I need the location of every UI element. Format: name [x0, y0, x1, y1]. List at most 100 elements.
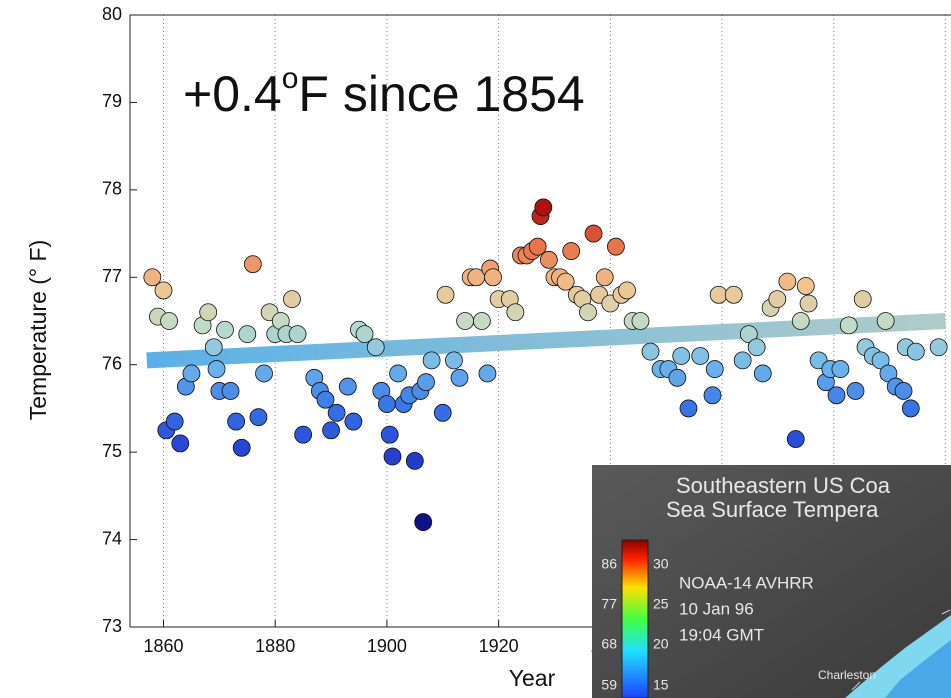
point	[445, 352, 462, 369]
point	[642, 343, 659, 360]
point	[673, 347, 690, 364]
point	[734, 352, 751, 369]
point	[832, 361, 849, 378]
colorbar-label-f: 68	[601, 636, 617, 652]
inset-info: 19:04 GMT	[679, 625, 764, 644]
point	[748, 339, 765, 356]
point	[847, 382, 864, 399]
y-tick-label: 80	[102, 4, 122, 24]
point	[840, 317, 857, 334]
point	[704, 387, 721, 404]
point	[485, 269, 502, 286]
point	[289, 326, 306, 343]
point	[381, 426, 398, 443]
inset-colorbar	[622, 540, 648, 698]
point	[769, 291, 786, 308]
annotation-text: +0.4	[183, 66, 282, 122]
point	[669, 369, 686, 386]
point	[161, 313, 178, 330]
y-tick-label: 79	[102, 91, 122, 111]
point	[239, 326, 256, 343]
point	[208, 361, 225, 378]
y-tick-label: 77	[102, 266, 122, 286]
point	[418, 374, 435, 391]
point	[792, 313, 809, 330]
point	[244, 256, 261, 273]
point	[479, 365, 496, 382]
point	[930, 339, 947, 356]
colorbar-label-f: 86	[601, 556, 617, 572]
inset-place: Charleston	[818, 668, 876, 682]
point	[367, 339, 384, 356]
point	[434, 404, 451, 421]
point	[619, 282, 636, 299]
point	[710, 286, 727, 303]
x-tick-label: 1880	[255, 636, 295, 656]
point	[473, 313, 490, 330]
colorbar-label-c: 30	[653, 556, 669, 572]
inset-info: NOAA-14 AVHRR	[679, 573, 814, 592]
point	[680, 400, 697, 417]
point	[535, 199, 552, 216]
x-tick-label: 1860	[143, 636, 183, 656]
point	[437, 286, 454, 303]
point	[797, 278, 814, 295]
point	[205, 339, 222, 356]
point	[787, 431, 804, 448]
colorbar-label-c: 20	[653, 636, 669, 652]
point	[250, 409, 267, 426]
point	[779, 273, 796, 290]
point	[451, 369, 468, 386]
point	[166, 413, 183, 430]
inset-image: Southeastern US Coa Sea Surface Tempera …	[592, 465, 951, 698]
colorbar-label-f: 77	[601, 596, 617, 612]
point	[323, 422, 340, 439]
annotation-superscript: o	[282, 62, 299, 95]
point	[228, 413, 245, 430]
x-tick-label: 1900	[367, 636, 407, 656]
point	[384, 448, 401, 465]
point	[725, 286, 742, 303]
y-tick-label: 73	[102, 616, 122, 636]
point	[877, 313, 894, 330]
point	[579, 304, 596, 321]
point	[507, 304, 524, 321]
colorbar-label-c: 15	[653, 677, 669, 693]
point	[406, 452, 423, 469]
point	[607, 238, 624, 255]
point	[632, 313, 649, 330]
point	[328, 404, 345, 421]
point	[283, 291, 300, 308]
inset-title: Sea Surface Tempera	[666, 497, 879, 522]
point	[390, 365, 407, 382]
point	[895, 382, 912, 399]
point	[222, 382, 239, 399]
point	[233, 439, 250, 456]
y-tick-label: 75	[102, 441, 122, 461]
inset-info: 10 Jan 96	[679, 599, 754, 618]
chart: 7374757677787980186018801900192019401960…	[0, 0, 951, 698]
point	[596, 269, 613, 286]
annotation: +0.4oF since 1854	[183, 62, 585, 122]
point	[216, 321, 233, 338]
point	[800, 295, 817, 312]
point	[754, 365, 771, 382]
point	[540, 251, 557, 268]
inset-title: Southeastern US Coa	[676, 473, 891, 498]
x-tick-label: 1920	[479, 636, 519, 656]
point	[183, 365, 200, 382]
y-tick-label: 76	[102, 353, 122, 373]
point	[200, 304, 217, 321]
point	[423, 352, 440, 369]
point	[692, 347, 709, 364]
point	[415, 514, 432, 531]
y-tick-label: 74	[102, 528, 122, 548]
point	[155, 282, 172, 299]
point	[585, 225, 602, 242]
colorbar-label-f: 59	[601, 677, 617, 693]
point	[563, 243, 580, 260]
point	[828, 387, 845, 404]
annotation-text: F since 1854	[298, 66, 584, 122]
point	[295, 426, 312, 443]
point	[902, 400, 919, 417]
